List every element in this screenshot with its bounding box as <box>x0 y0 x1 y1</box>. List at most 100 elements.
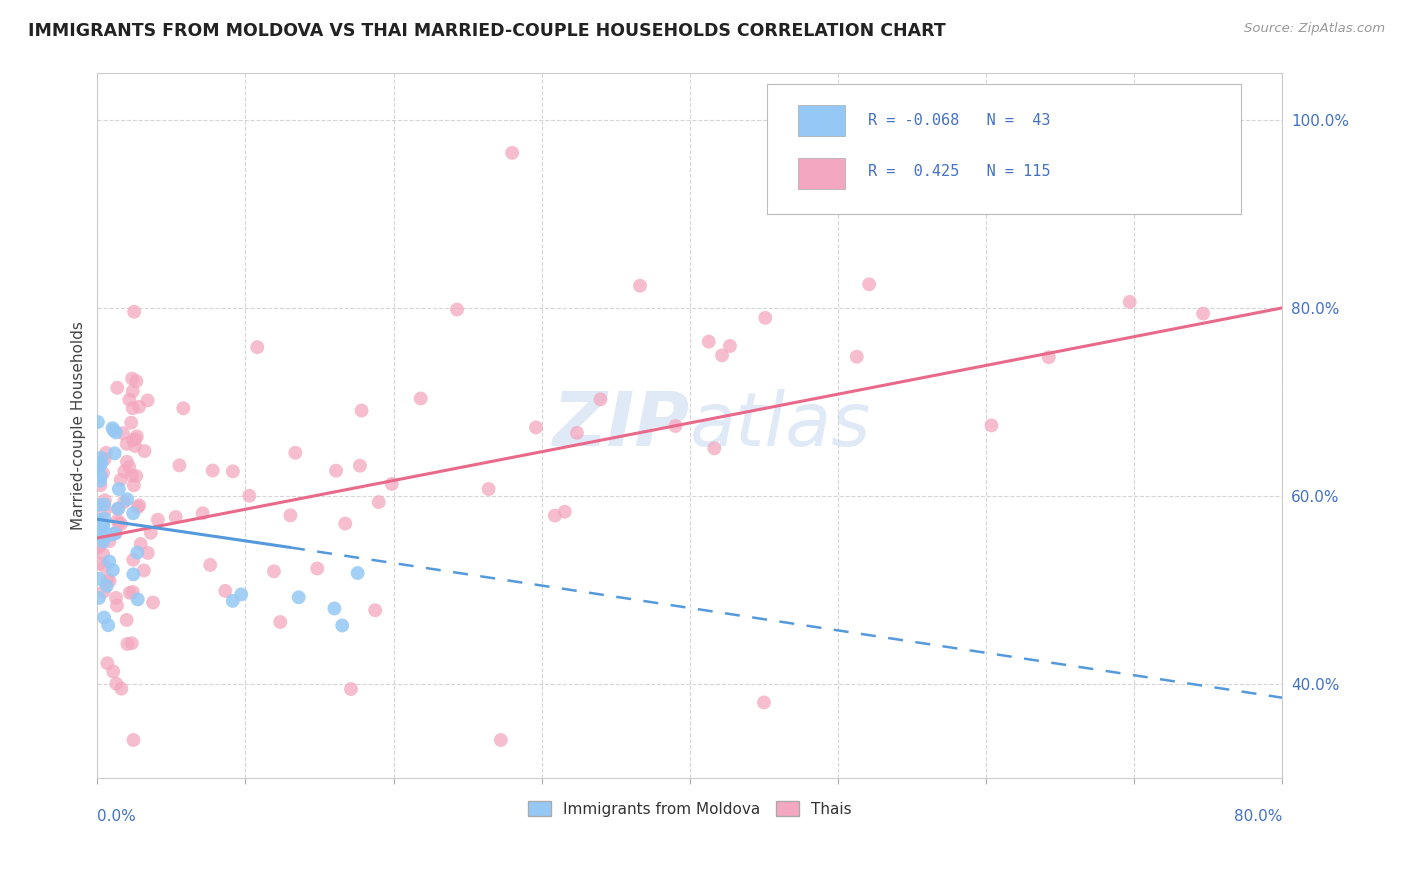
Point <box>129 537 152 551</box>
Point <box>364 603 387 617</box>
Point <box>752 695 775 709</box>
Point <box>1038 350 1060 364</box>
Point <box>101 421 124 435</box>
Point <box>589 392 612 407</box>
Point <box>110 517 132 532</box>
Point <box>711 348 734 362</box>
Text: ZIP: ZIP <box>553 389 690 462</box>
Point <box>87 513 110 527</box>
Point <box>122 733 145 747</box>
Point <box>87 540 110 554</box>
Text: R =  0.425   N = 115: R = 0.425 N = 115 <box>868 164 1050 179</box>
Point <box>134 444 156 458</box>
Point <box>93 511 115 525</box>
Point <box>478 482 501 496</box>
Point <box>350 403 373 417</box>
Point <box>105 381 128 395</box>
Point <box>86 460 108 475</box>
Point <box>349 458 371 473</box>
Point <box>307 561 329 575</box>
Point <box>118 392 141 407</box>
Point <box>128 400 150 414</box>
Point <box>98 534 121 549</box>
Point <box>565 425 588 440</box>
Point <box>121 468 143 483</box>
Point <box>544 508 567 523</box>
Point <box>91 519 114 533</box>
Point <box>115 492 138 507</box>
Point <box>121 636 143 650</box>
Point <box>93 498 115 512</box>
Point <box>222 594 245 608</box>
Point <box>112 495 135 509</box>
Point <box>107 501 129 516</box>
Point <box>91 467 114 481</box>
Point <box>104 425 127 440</box>
Point <box>703 442 725 456</box>
Point <box>125 374 148 388</box>
Point <box>718 339 741 353</box>
Point <box>489 733 512 747</box>
Point <box>89 478 111 492</box>
Text: R = -0.068   N =  43: R = -0.068 N = 43 <box>868 112 1050 128</box>
Point <box>524 420 547 434</box>
Point <box>127 592 149 607</box>
Point <box>381 477 404 491</box>
Legend: Immigrants from Moldova, Thais: Immigrants from Moldova, Thais <box>522 795 858 822</box>
Point <box>330 618 353 632</box>
Point <box>87 498 110 512</box>
Point <box>346 566 368 580</box>
Point <box>115 613 138 627</box>
Point <box>90 455 112 469</box>
Point <box>169 458 191 473</box>
Point <box>107 516 129 531</box>
Text: IMMIGRANTS FROM MOLDOVA VS THAI MARRIED-COUPLE HOUSEHOLDS CORRELATION CHART: IMMIGRANTS FROM MOLDOVA VS THAI MARRIED-… <box>28 22 946 40</box>
Point <box>94 504 117 518</box>
Point <box>110 473 132 487</box>
Point <box>93 584 115 599</box>
Point <box>89 557 111 571</box>
Point <box>697 334 720 349</box>
FancyBboxPatch shape <box>797 105 845 136</box>
Point <box>91 518 114 533</box>
Point <box>103 423 125 437</box>
Point <box>1192 307 1215 321</box>
Point <box>97 573 120 587</box>
Point <box>128 499 150 513</box>
Point <box>94 493 117 508</box>
Point <box>122 506 145 520</box>
Text: 80.0%: 80.0% <box>1234 809 1282 824</box>
FancyBboxPatch shape <box>797 158 845 189</box>
Point <box>115 455 138 469</box>
Point <box>125 429 148 443</box>
Point <box>125 469 148 483</box>
Point <box>446 302 468 317</box>
Point <box>201 463 224 477</box>
Point <box>124 439 146 453</box>
Point <box>172 401 194 416</box>
Point <box>90 458 112 472</box>
Point <box>122 567 145 582</box>
Point <box>98 574 121 588</box>
Point <box>117 637 139 651</box>
Point <box>96 579 118 593</box>
Point <box>222 464 245 478</box>
Point <box>121 384 143 399</box>
Point <box>231 587 253 601</box>
Point <box>107 501 129 516</box>
Point <box>335 516 357 531</box>
Point <box>1199 112 1222 127</box>
Point <box>111 426 134 441</box>
Text: 0.0%: 0.0% <box>97 809 136 824</box>
Point <box>104 526 127 541</box>
Point <box>104 446 127 460</box>
Point <box>105 677 128 691</box>
Point <box>501 145 523 160</box>
Point <box>86 459 108 474</box>
FancyBboxPatch shape <box>766 84 1241 214</box>
Point <box>112 464 135 478</box>
Point <box>136 546 159 560</box>
Point <box>136 393 159 408</box>
Point <box>108 482 131 496</box>
Point <box>104 526 127 541</box>
